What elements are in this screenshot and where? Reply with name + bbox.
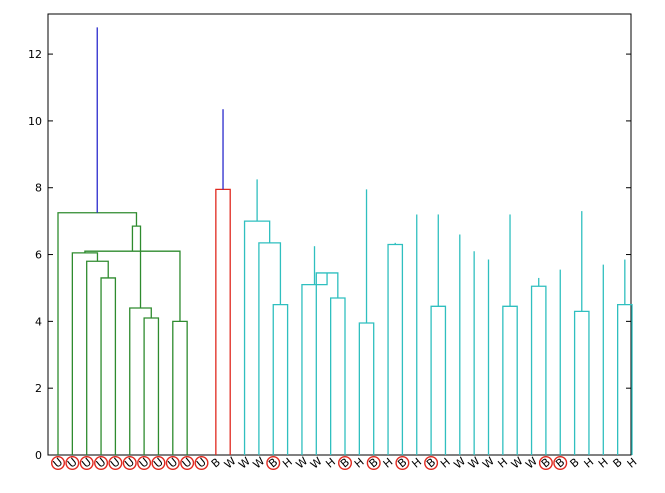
dendrogram-link-green (172, 320, 188, 455)
dendrogram-link-cyan (530, 285, 547, 455)
leaf-label: U (137, 455, 152, 470)
leaf-circle (538, 456, 553, 471)
leaf-circle (180, 456, 195, 471)
leaf-label: U (151, 455, 166, 470)
leaf-label: W (308, 454, 325, 471)
leaf-label: U (51, 455, 66, 470)
leaf-label: H (381, 455, 396, 470)
dendrogram-link-green (129, 307, 152, 455)
leaf-label: U (79, 455, 94, 470)
leaf-circle (137, 456, 152, 471)
y-tick-label: 2 (35, 382, 42, 395)
leaf-label: H (438, 455, 453, 470)
leaf-label: W (236, 454, 253, 471)
leaf-label: H (409, 455, 424, 470)
leaf-label: H (582, 455, 597, 470)
dendrogram-link-green (57, 212, 138, 455)
leaf-circle (94, 456, 109, 471)
leaf-label: B (611, 456, 625, 471)
y-tick-label: 8 (35, 182, 42, 195)
leaf-label: W (251, 454, 268, 471)
leaf-label: H (352, 455, 367, 470)
leaf-label: U (65, 455, 80, 470)
dendrogram-link-cyan (430, 305, 447, 455)
dendrogram-link-cyan (387, 243, 404, 455)
y-tick-label: 6 (35, 249, 42, 262)
leaf-circle (266, 456, 281, 471)
leaf-label: B (539, 456, 553, 471)
dendrogram-link-cyan (301, 272, 328, 455)
leaf-circle (65, 456, 80, 471)
dendrogram-link-cyan (502, 305, 518, 455)
leaf-label: H (495, 455, 510, 470)
leaf-circle (553, 456, 568, 471)
leaf-circle (395, 456, 410, 471)
leaf-label: B (553, 456, 567, 471)
dendrogram-links (57, 27, 633, 455)
y-tick-label: 12 (28, 48, 42, 61)
y-tick-label: 0 (35, 449, 42, 462)
dendrogram-link-green (131, 225, 142, 308)
dendrogram-link-green (84, 250, 181, 322)
dendrogram-link-cyan (272, 304, 289, 455)
leaf-label: B (424, 456, 438, 471)
leaf-label: H (625, 455, 640, 470)
dendrogram-link-cyan (358, 322, 375, 455)
dendrogram-link-cyan (243, 220, 271, 455)
y-axis: 0 2 4 6 8 10 12 (28, 48, 631, 462)
leaf-label: W (523, 454, 540, 471)
leaf-label: B (367, 456, 381, 471)
leaf-label: B (568, 456, 582, 471)
dendrogram-link-red (215, 188, 231, 455)
dendrogram-link-green (143, 317, 160, 455)
leaf-circle (366, 456, 381, 471)
leaf-label: H (596, 455, 611, 470)
leaf-label: B (209, 456, 223, 471)
leaf-label: B (338, 456, 352, 471)
leaf-label: U (94, 455, 109, 470)
y-tick-label: 10 (28, 115, 42, 128)
dendrogram-link-cyan (617, 304, 633, 455)
leaf-circle (51, 456, 66, 471)
dendrogram-link-cyan (330, 297, 346, 455)
leaf-circle (424, 456, 439, 471)
leaf-label: H (323, 455, 338, 470)
leaf-label: U (194, 455, 209, 470)
leaf-label: U (122, 455, 137, 470)
dendrogram-link-cyan (573, 310, 590, 455)
leaf-circle (108, 456, 123, 471)
y-tick-label: 4 (35, 315, 42, 328)
leaf-circle (122, 456, 137, 471)
dendrogram-link-cyan (258, 242, 282, 455)
leaf-label: W (480, 454, 497, 471)
dendrogram-link-green (100, 277, 117, 455)
leaf-label: W (451, 454, 468, 471)
leaf-circle (79, 456, 94, 471)
dendrogram-link-cyan (315, 272, 339, 455)
leaf-circle (194, 456, 209, 471)
leaf-label: B (266, 456, 280, 471)
leaf-label: W (466, 454, 483, 471)
leaf-label: U (108, 455, 123, 470)
dendrogram-link-green (71, 252, 99, 455)
leaf-circle (338, 456, 353, 471)
plot-frame (47, 13, 632, 456)
leaf-label: U (180, 455, 195, 470)
leaf-label: U (166, 455, 181, 470)
leaf-label: B (395, 456, 409, 471)
leaf-label: H (280, 455, 295, 470)
leaf-circle (151, 456, 166, 471)
leaf-circle (165, 456, 180, 471)
dendrogram-link-green (86, 260, 109, 455)
